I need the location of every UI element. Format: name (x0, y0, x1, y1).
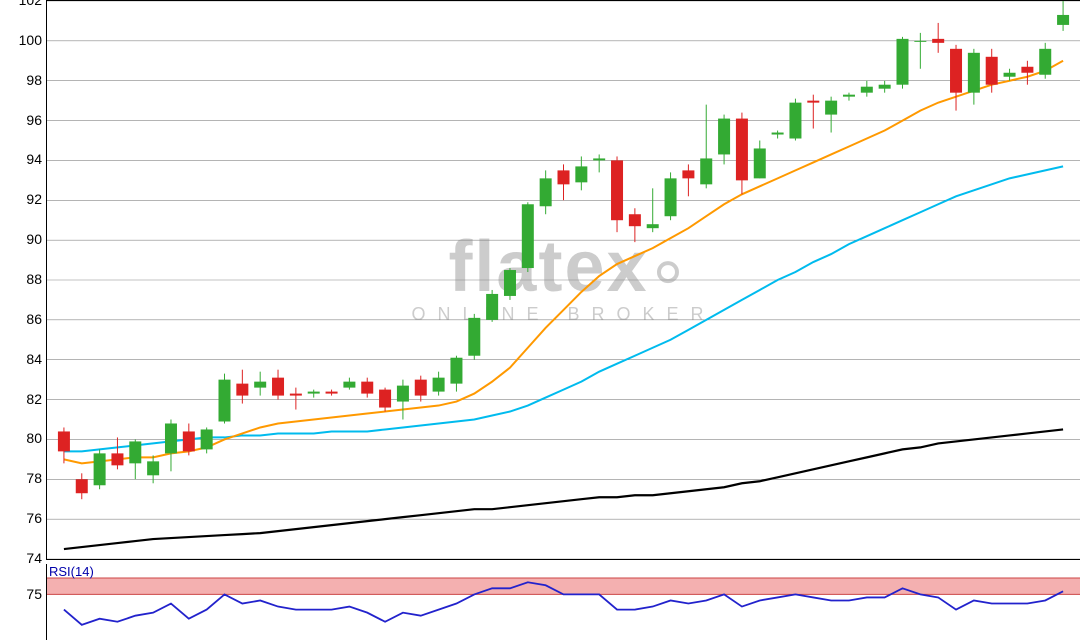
y-tick-label: 90 (26, 231, 42, 247)
rsi-plot-svg (47, 564, 1080, 640)
y-tick-label: 102 (19, 0, 42, 8)
y-tick-label: 98 (26, 72, 42, 88)
y-tick-label: 82 (26, 391, 42, 407)
price-plot-svg (47, 1, 1080, 559)
y-tick-label: 96 (26, 112, 42, 128)
y-tick-label: 88 (26, 271, 42, 287)
y-tick-label: 92 (26, 191, 42, 207)
price-chart[interactable]: flatex ONLINE BROKER (46, 0, 1080, 560)
chart-container: 74 76 78 80 82 84 86 88 90 92 94 96 98 100 102 flatex … (0, 0, 1080, 640)
y-tick-label: 78 (26, 470, 42, 486)
y-tick-label: 94 (26, 151, 42, 167)
y-tick-label: 86 (26, 311, 42, 327)
y-tick-label: 76 (26, 510, 42, 526)
rsi-panel[interactable]: RSI(14) (46, 564, 1080, 640)
rsi-y-tick-label: 75 (26, 586, 42, 602)
y-tick-label: 100 (19, 32, 42, 48)
y-tick-label: 84 (26, 351, 42, 367)
y-tick-label: 80 (26, 430, 42, 446)
rsi-indicator-label: RSI(14) (49, 564, 94, 579)
y-tick-label: 74 (26, 550, 42, 566)
